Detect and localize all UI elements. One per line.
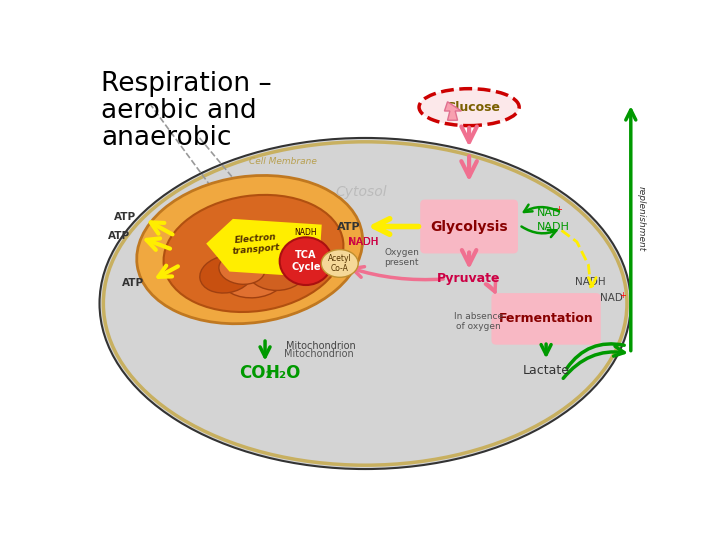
- Text: H₂O: H₂O: [265, 364, 300, 382]
- Text: TCA
Cycle: TCA Cycle: [291, 251, 320, 272]
- Ellipse shape: [137, 176, 363, 324]
- FancyBboxPatch shape: [92, 61, 273, 195]
- Ellipse shape: [279, 237, 332, 285]
- Ellipse shape: [163, 195, 343, 312]
- Text: +: +: [619, 291, 626, 300]
- Text: Pyruvate: Pyruvate: [437, 272, 501, 285]
- Text: Fermentation: Fermentation: [499, 313, 593, 326]
- FancyArrowPatch shape: [524, 205, 559, 212]
- Text: Lactate: Lactate: [523, 364, 570, 377]
- Text: Glucose: Glucose: [446, 100, 500, 113]
- Text: NADH
FADH₂: NADH FADH₂: [293, 228, 317, 248]
- Text: NAD: NAD: [600, 293, 623, 303]
- Text: NAD: NAD: [537, 208, 562, 218]
- Text: Cell Membrane: Cell Membrane: [249, 157, 317, 166]
- Text: replenishment: replenishment: [637, 186, 646, 252]
- Ellipse shape: [321, 249, 359, 278]
- Text: +: +: [555, 205, 562, 214]
- FancyBboxPatch shape: [492, 293, 600, 345]
- Ellipse shape: [219, 253, 265, 285]
- Text: aerobic and: aerobic and: [101, 98, 256, 124]
- Text: ATP: ATP: [337, 221, 361, 232]
- Ellipse shape: [99, 138, 631, 469]
- FancyBboxPatch shape: [420, 200, 518, 253]
- Text: Glycolysis: Glycolysis: [431, 219, 508, 233]
- Text: NADH: NADH: [349, 237, 378, 247]
- Text: NADH: NADH: [537, 221, 570, 232]
- Text: NADH: NADH: [348, 237, 379, 247]
- Text: ATP: ATP: [122, 278, 144, 288]
- Text: Electron
transport: Electron transport: [231, 232, 281, 256]
- FancyArrowPatch shape: [206, 219, 322, 278]
- FancyArrowPatch shape: [352, 267, 444, 280]
- Ellipse shape: [200, 255, 253, 293]
- Ellipse shape: [221, 255, 286, 298]
- Polygon shape: [444, 102, 462, 120]
- FancyArrowPatch shape: [563, 346, 624, 379]
- Text: ATP: ATP: [114, 212, 137, 222]
- Text: In absence
of oxygen: In absence of oxygen: [454, 312, 503, 331]
- FancyArrowPatch shape: [567, 344, 624, 368]
- Text: Respiration –: Respiration –: [101, 71, 271, 97]
- Text: Mitochondrion: Mitochondrion: [287, 341, 356, 351]
- Text: NADH: NADH: [575, 277, 606, 287]
- Text: Oxygen
present: Oxygen present: [384, 248, 419, 267]
- Text: Cytosol: Cytosol: [336, 185, 387, 199]
- Text: Mitochondrion: Mitochondrion: [284, 348, 354, 359]
- FancyArrowPatch shape: [485, 280, 495, 292]
- Ellipse shape: [248, 252, 305, 291]
- FancyArrowPatch shape: [521, 226, 557, 237]
- Text: anaerobic: anaerobic: [101, 125, 232, 151]
- Text: CO₂: CO₂: [239, 364, 273, 382]
- Text: ATP: ATP: [108, 231, 130, 241]
- Text: Acetyl
Co-A: Acetyl Co-A: [328, 254, 351, 273]
- Ellipse shape: [419, 89, 519, 126]
